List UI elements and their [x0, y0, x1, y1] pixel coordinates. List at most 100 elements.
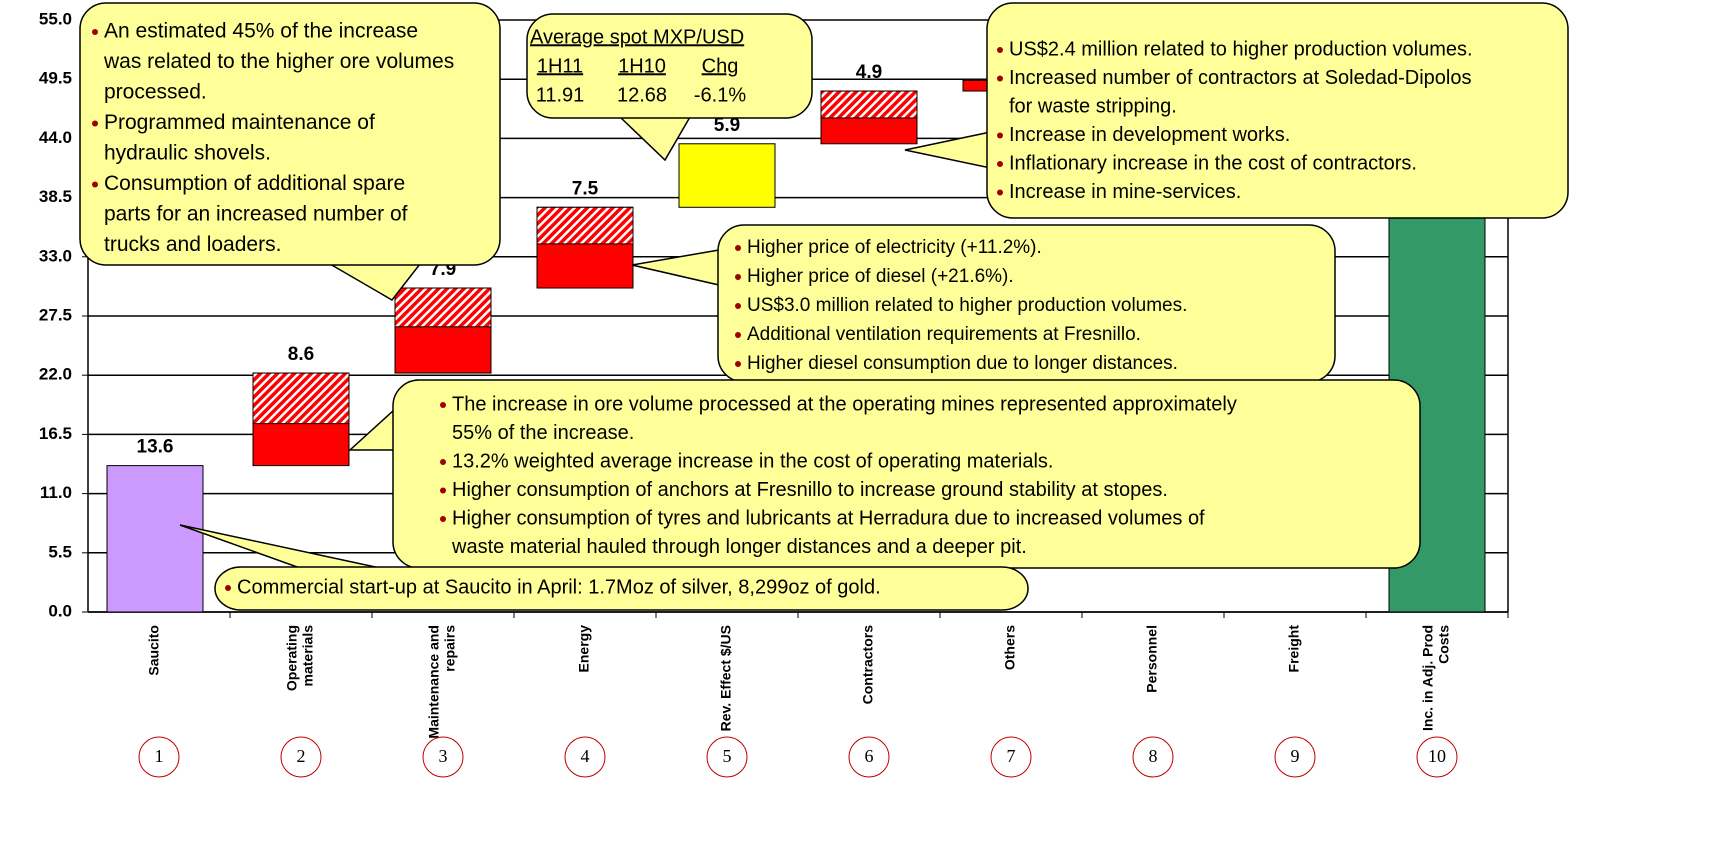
- fx-title: Average spot MXP/USD: [530, 26, 744, 48]
- number-circle: [706, 736, 748, 778]
- x-tick-label: Maintenance and: [426, 625, 442, 739]
- bullet: [735, 332, 741, 338]
- y-tick-label: 38.5: [39, 187, 72, 206]
- bullet: [440, 487, 446, 494]
- callout-pointer: [904, 129, 1001, 171]
- callout: [79, 2, 501, 266]
- callout-text: Additional ventilation requirements at F…: [747, 324, 1141, 345]
- fx-col: 1H11: [537, 55, 583, 77]
- number-circle: [1274, 736, 1316, 778]
- number-label: 1: [155, 746, 164, 766]
- number-label: 6: [865, 746, 874, 766]
- fx-col: 1H10: [618, 55, 666, 77]
- x-tick-label: repairs: [442, 625, 458, 672]
- number-label: 4: [581, 746, 590, 766]
- x-tick-label: Costs: [1436, 625, 1452, 664]
- callout-text: Increase in development works.: [1009, 124, 1290, 146]
- number-circle: [990, 736, 1032, 778]
- callout-text: 55% of the increase.: [452, 422, 634, 444]
- number-circle: [422, 736, 464, 778]
- fx-val: -6.1%: [694, 84, 746, 106]
- x-tick-label: materials: [300, 625, 316, 687]
- number-circle: [1132, 736, 1174, 778]
- callout-text: Increased number of contractors at Soled…: [1009, 67, 1471, 89]
- callout: [986, 2, 1569, 219]
- data-label: 4.9: [856, 62, 882, 83]
- fx-val: 12.68: [617, 84, 667, 106]
- bullet: [997, 161, 1003, 167]
- number-label: 5: [723, 746, 732, 766]
- bullet: [997, 47, 1003, 53]
- number-circle: [280, 736, 322, 778]
- bar-hatched: [820, 90, 918, 119]
- fx-col: Chg: [702, 55, 739, 77]
- x-tick-label: Inc. in Adj. Prod: [1420, 625, 1436, 731]
- bullet: [735, 245, 741, 251]
- callout-text: waste material hauled through longer dis…: [451, 536, 1027, 558]
- x-tick-label: Others: [1002, 625, 1018, 670]
- callout-text: Inflationary increase in the cost of con…: [1009, 152, 1417, 174]
- y-tick-label: 11.0: [40, 483, 72, 502]
- fx-val: 11.91: [536, 84, 585, 106]
- callout-text: was related to the higher ore volumes: [103, 50, 454, 73]
- callout-text: Programmed maintenance of: [104, 111, 375, 134]
- number-label: 7: [1007, 746, 1016, 766]
- y-tick-label: 49.5: [39, 69, 72, 88]
- x-tick-label: Saucito: [146, 625, 162, 676]
- callout-text: Higher diesel consumption due to longer …: [747, 353, 1178, 374]
- data-label: 7.5: [572, 178, 599, 199]
- callout-text: Commercial start-up at Saucito in April:…: [237, 576, 881, 598]
- bar-hatched: [394, 287, 492, 328]
- callout-text: US$3.0 million related to higher product…: [747, 295, 1187, 316]
- bullet: [440, 402, 446, 408]
- data-label: 13.6: [137, 437, 174, 458]
- bar-hatched: [536, 206, 634, 245]
- bullet: [440, 516, 446, 522]
- bullet: [735, 274, 741, 280]
- data-label: 5.9: [714, 115, 740, 136]
- callout-text: US$2.4 million related to higher product…: [1009, 38, 1473, 60]
- callout-text: hydraulic shovels.: [104, 142, 271, 165]
- y-tick-label: 55.0: [39, 9, 72, 28]
- x-tick-label: Personnel: [1144, 625, 1160, 693]
- x-tick-label: Contractors: [860, 625, 876, 705]
- callout-text: The increase in ore volume processed at …: [452, 393, 1237, 415]
- x-tick-label: Rev. Effect $/US: [718, 625, 734, 731]
- callout-text: Higher price of diesel (+21.6%).: [747, 266, 1014, 287]
- y-tick-label: 16.5: [39, 424, 72, 443]
- number-label: 3: [439, 746, 448, 766]
- callout-text: 13.2% weighted average increase in the c…: [452, 450, 1053, 472]
- bullet: [440, 459, 446, 465]
- number-label: 10: [1428, 746, 1446, 766]
- callout-pointer: [631, 249, 720, 286]
- bar: [106, 465, 204, 613]
- number-circle: [1416, 736, 1458, 778]
- y-tick-label: 27.5: [39, 305, 72, 324]
- callout-text: trucks and loaders.: [104, 233, 281, 256]
- bullet: [92, 120, 98, 127]
- bullet: [997, 132, 1003, 139]
- number-circle: [564, 736, 606, 778]
- bullet: [92, 29, 98, 35]
- data-label: 8.6: [288, 344, 314, 365]
- number-label: 2: [297, 746, 306, 766]
- y-tick-label: 22.0: [39, 365, 72, 384]
- number-label: 8: [1149, 746, 1158, 766]
- callout-text: Higher consumption of tyres and lubrican…: [452, 507, 1205, 529]
- bullet: [92, 181, 98, 188]
- bar: [678, 143, 776, 208]
- fx-callout: [526, 13, 813, 119]
- callout-text: parts for an increased number of: [104, 203, 408, 226]
- bullet: [735, 303, 741, 309]
- callout-text: Higher price of electricity (+11.2%).: [747, 237, 1042, 258]
- x-tick-label: Operating: [284, 625, 300, 691]
- bullet: [735, 361, 741, 367]
- y-tick-label: 33.0: [39, 246, 72, 265]
- number-circle: [138, 736, 180, 778]
- x-tick-label: Freight: [1286, 625, 1302, 673]
- callout-text: processed.: [104, 81, 207, 104]
- bullet: [225, 585, 231, 591]
- callout-text: for waste stripping.: [1009, 95, 1177, 117]
- bar-hatched: [252, 372, 350, 425]
